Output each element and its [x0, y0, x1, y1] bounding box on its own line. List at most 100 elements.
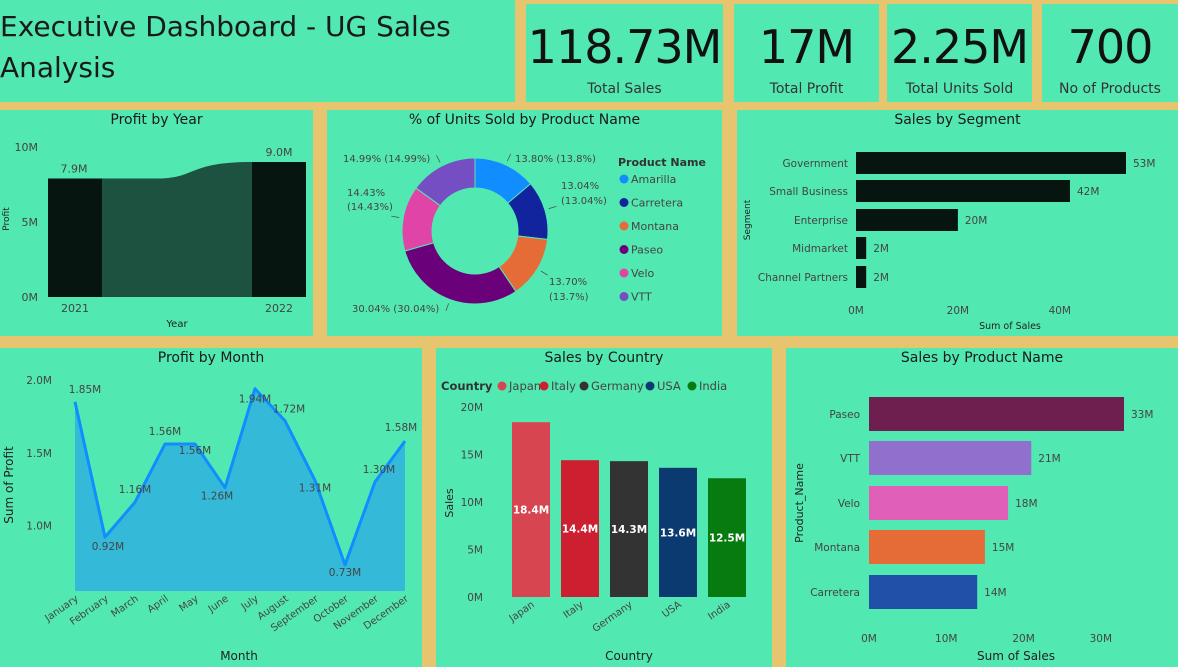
profit-by-month-tile[interactable]: Profit by Month 1.0M 1.5M 2.0M 1.85M January…	[0, 348, 422, 667]
category-label: Channel Partners	[758, 272, 848, 284]
category-label: Montana	[814, 542, 860, 554]
category-label: Velo	[838, 498, 860, 510]
legend-label: Italy	[551, 379, 576, 393]
x-tick-label: July	[239, 593, 261, 613]
x-tick-label: India	[706, 599, 732, 622]
x-tick-label: 2021	[61, 302, 89, 315]
legend-marker	[539, 381, 549, 391]
dashboard-title-line1: Executive Dashboard - UG Sales	[0, 10, 451, 43]
y-tick-label: 5M	[22, 216, 39, 229]
profit-by-year-tile[interactable]: Profit by Year 0M 5M 10M 7.9M 2021 9.0M 2022 Ye…	[0, 110, 313, 336]
legend-title: Country	[441, 379, 493, 393]
y-tick-label: 0M	[22, 291, 39, 304]
y-tick-label: 2.0M	[26, 375, 52, 387]
category-label: Enterprise	[794, 215, 848, 227]
kpi-card-total-profit[interactable]: 17M Total Profit	[734, 4, 879, 102]
slice-label: 14.43%	[347, 188, 385, 199]
product-bar	[869, 530, 985, 564]
leader-line	[391, 215, 400, 218]
x-axis-title: Sum of Sales	[977, 649, 1055, 663]
country-bar	[708, 478, 746, 597]
kpi-card-total-units-sold[interactable]: 2.25M Total Units Sold	[887, 4, 1032, 102]
data-label: 1.26M	[201, 491, 233, 503]
ribbon-area	[102, 162, 252, 297]
category-label: Government	[783, 158, 848, 170]
x-tick-label: 2022	[265, 302, 293, 315]
donut-slice	[415, 157, 476, 207]
category-label: Paseo	[829, 409, 860, 421]
leader-line	[436, 155, 441, 163]
y-axis-title: Segment	[743, 199, 753, 240]
legend-title: Product Name	[618, 156, 706, 169]
y-tick-label: 10M	[461, 497, 483, 509]
chart-title: Profit by Month	[157, 350, 265, 366]
product-bar	[869, 486, 1009, 520]
y-axis-title: Sales	[443, 488, 456, 518]
profit-line	[73, 387, 407, 567]
plot-group: 0M 5M 10M 7.9M 2021 9.0M 2022 Year Profit	[2, 141, 306, 330]
data-label: 20M	[965, 215, 987, 227]
x-tick-label: Italy	[562, 599, 586, 621]
data-label: 2M	[873, 272, 889, 284]
segment-bar	[856, 266, 867, 288]
y-tick-label: 20M	[461, 402, 483, 414]
legend-label: Velo	[631, 267, 654, 280]
x-tick-label: 40M	[1049, 305, 1071, 317]
chart-title: Profit by Year	[110, 112, 203, 128]
legend-label: VTT	[631, 291, 652, 304]
x-tick-label: May	[177, 593, 200, 614]
legend-label: Germany	[591, 379, 644, 393]
leader-line	[445, 303, 450, 312]
x-tick-label: 20M	[1012, 633, 1034, 645]
data-label: 12.5M	[709, 533, 745, 545]
x-tick-label: 10M	[935, 633, 957, 645]
x-tick-label: 30M	[1090, 633, 1112, 645]
y-tick-label: 15M	[461, 450, 483, 462]
profit-area	[75, 388, 405, 591]
data-label: 2M	[873, 243, 889, 255]
data-label: 1.31M	[299, 482, 331, 494]
legend-label: Montana	[631, 220, 679, 233]
leader-line	[540, 270, 548, 276]
country-bar	[512, 422, 550, 597]
data-label: 21M	[1038, 453, 1060, 465]
data-label: 14.4M	[562, 524, 598, 536]
chart-title: Sales by Product Name	[900, 350, 1064, 366]
x-axis-title: Year	[165, 319, 188, 330]
legend-marker	[619, 174, 629, 184]
sales-by-country-tile[interactable]: Sales by Country Country Japan Italy German…	[436, 348, 772, 667]
category-label: Small Business	[769, 186, 848, 198]
legend-marker	[619, 221, 629, 231]
legend-marker	[619, 198, 629, 207]
x-tick-label: April	[146, 593, 171, 615]
x-axis-title: Country	[605, 649, 653, 663]
slice-label-pct: (14.43%)	[347, 202, 393, 213]
sales-by-product-tile[interactable]: Sales by Product Name Paseo 33M VTT 21M Velo…	[786, 348, 1178, 667]
kpi-card-no-of-products[interactable]: 700 No of Products	[1042, 4, 1178, 102]
year-bar	[48, 178, 102, 297]
segment-bar	[856, 152, 1126, 174]
y-axis-title: Sum of Profit	[2, 446, 16, 524]
y-tick-label: 1.0M	[26, 521, 52, 533]
kpi-value: 2.25M	[890, 20, 1029, 74]
data-label: 7.9M	[61, 163, 88, 176]
y-tick-label: 1.5M	[26, 448, 52, 460]
units-by-product-tile[interactable]: % of Units Sold by Product Name 13.80% (…	[327, 110, 722, 336]
kpi-value: 118.73M	[527, 20, 723, 74]
year-bar	[252, 162, 306, 297]
kpi-card-total-sales[interactable]: 118.73M Total Sales	[526, 4, 723, 102]
category-label: VTT	[840, 453, 860, 465]
slice-label: 14.99% (14.99%)	[343, 154, 430, 165]
data-label: 15M	[992, 542, 1014, 554]
data-label: 14.3M	[611, 524, 647, 536]
kpi-label: Total Profit	[769, 81, 844, 97]
data-label: 0.73M	[329, 567, 361, 579]
sales-by-segment-tile[interactable]: Sales by Segment Government 53M Small Busi…	[737, 110, 1178, 336]
legend-label: Amarilla	[631, 173, 676, 186]
kpi-label: Total Sales	[587, 81, 662, 97]
slice-label: 30.04% (30.04%)	[352, 304, 439, 315]
sales-by-country-chart: Country Japan Italy Germany USA India0M5M10M1…	[441, 379, 746, 663]
category-label: Midmarket	[792, 243, 848, 255]
data-label: 42M	[1077, 186, 1099, 198]
y-axis-title: Product_Name	[793, 463, 806, 543]
